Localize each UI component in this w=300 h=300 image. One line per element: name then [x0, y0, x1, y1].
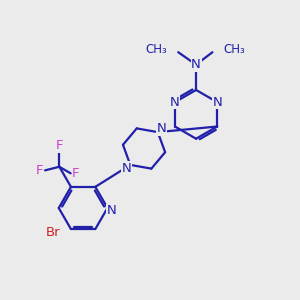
Text: N: N — [191, 58, 201, 71]
Text: CH₃: CH₃ — [224, 43, 245, 56]
Text: N: N — [170, 96, 180, 109]
Text: CH₃: CH₃ — [145, 43, 167, 56]
Text: N: N — [107, 204, 117, 218]
Text: N: N — [157, 122, 166, 135]
Text: N: N — [122, 162, 132, 175]
Text: F: F — [36, 164, 44, 177]
Text: Br: Br — [46, 226, 61, 238]
Text: F: F — [56, 140, 63, 152]
Text: F: F — [72, 167, 80, 180]
Text: N: N — [212, 96, 222, 109]
